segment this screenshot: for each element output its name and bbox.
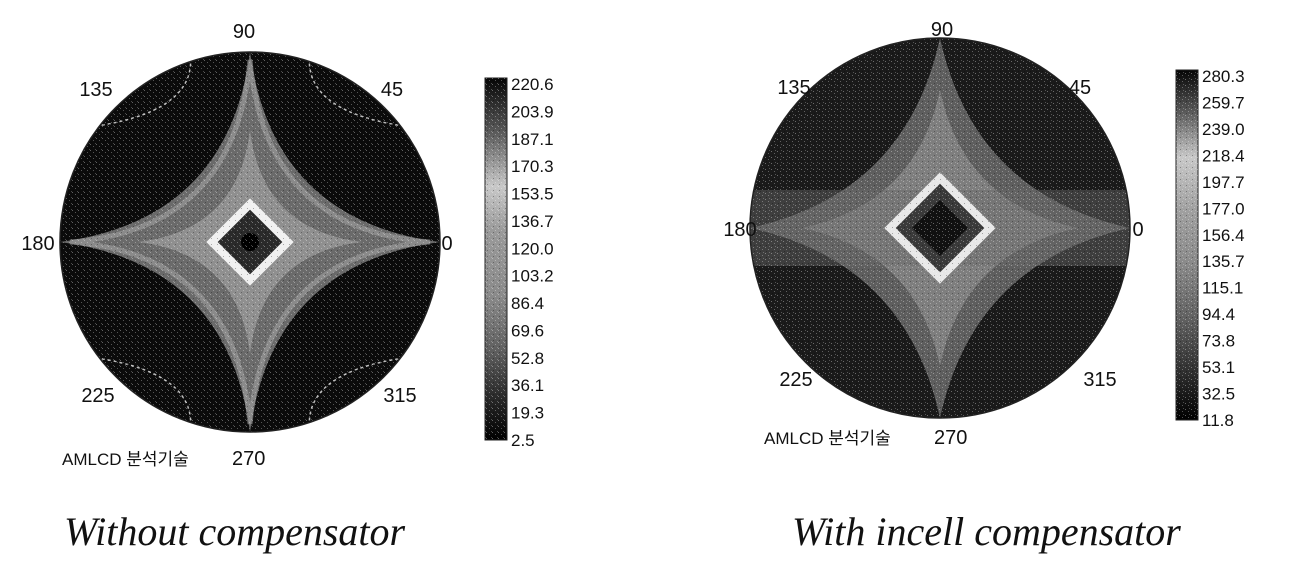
colorbar-tick-label: 36.1 — [511, 376, 544, 395]
polar-outline — [749, 37, 1131, 419]
colorbar-tick-label: 187.1 — [511, 130, 554, 149]
colorbar-ticks: 220.6 203.9 187.1 170.3 153.5 136.7 120.0 103.2… — [511, 75, 554, 450]
colorbar-tick-label: 203.9 — [511, 102, 554, 121]
angle-label-45: 45 — [1069, 77, 1091, 99]
colorbar-tick-label: 32.5 — [1202, 385, 1235, 404]
angle-label-135: 135 — [79, 79, 112, 101]
colorbar-tick-label: 177.0 — [1202, 199, 1245, 218]
panel-caption: Without compensator — [64, 509, 406, 554]
colorbar-tick-label: 120.0 — [511, 239, 554, 258]
polar-outline — [59, 51, 441, 433]
angle-label-0: 0 — [1132, 219, 1143, 241]
angle-label-180: 180 — [21, 233, 54, 255]
angle-label-225: 225 — [779, 369, 812, 391]
angle-label-180: 180 — [723, 219, 756, 241]
colorbar-tick-label: 170.3 — [511, 157, 554, 176]
colorbar-tick-label: 153.5 — [511, 185, 554, 204]
colorbar-tick-label: 115.1 — [1202, 279, 1243, 298]
colorbar-tick-label: 136.7 — [511, 212, 554, 231]
colorbar-tick-label: 52.8 — [511, 349, 544, 368]
colorbar-tick-label: 259.7 — [1202, 93, 1245, 112]
angle-label-270: 270 — [232, 448, 265, 470]
colorbar-tick-label: 86.4 — [511, 294, 544, 313]
angle-label-90: 90 — [931, 19, 953, 41]
angle-label-45: 45 — [381, 79, 403, 101]
colorbar-tick-label: 19.3 — [511, 404, 544, 423]
polar-disc — [60, 52, 440, 432]
colorbar-tick-label: 11.8 — [1202, 411, 1234, 430]
angle-label-315: 315 — [1083, 369, 1116, 391]
panel-caption: With incell compensator — [792, 509, 1181, 554]
colorbar-tick-label: 73.8 — [1202, 332, 1235, 351]
colorbar-ticks: 280.3 259.7 239.0 218.4 197.7 177.0 156.4 135.7… — [1202, 67, 1245, 430]
colorbar-tick-label: 218.4 — [1202, 146, 1245, 165]
colorbar-tick-label: 69.6 — [511, 321, 544, 340]
colorbar-tick-label: 2.5 — [511, 431, 535, 450]
annotation-text: AMLCD 분석기술 — [764, 429, 891, 448]
angle-label-0: 0 — [441, 233, 452, 255]
colorbar-tick-label: 156.4 — [1202, 226, 1245, 245]
polar-plot-svg: 90 45 0 315 AMLCD 분석기술 270 225 180 135 2… — [21, 21, 554, 470]
annotation-text: AMLCD 분석기술 — [62, 450, 189, 469]
colorbar: 220.6 203.9 187.1 170.3 153.5 136.7 120.0 103.2… — [484, 75, 554, 450]
colorbar-tick-label: 239.0 — [1202, 120, 1245, 139]
colorbar-tick-label: 94.4 — [1202, 305, 1235, 324]
colorbar-tick-label: 135.7 — [1202, 252, 1245, 271]
colorbar-tick-label: 53.1 — [1202, 358, 1235, 377]
angle-label-315: 315 — [383, 385, 416, 407]
colorbar: 280.3 259.7 239.0 218.4 197.7 177.0 156.4 135.7… — [1175, 67, 1245, 430]
polar-plot-svg: 90 45 0 315 AMLCD 분석기술 270 225 180 135 2… — [723, 19, 1245, 449]
polar-disc — [750, 38, 1130, 418]
angle-label-225: 225 — [81, 385, 114, 407]
colorbar-tick-label: 197.7 — [1202, 173, 1245, 192]
angle-label-135: 135 — [777, 77, 810, 99]
colorbar-tick-label: 220.6 — [511, 75, 554, 94]
angle-label-90: 90 — [233, 21, 255, 43]
polar-plot-without-compensator: 90 45 0 315 AMLCD 분석기술 270 225 180 135 2… — [0, 0, 644, 562]
colorbar-tick-label: 103.2 — [511, 267, 554, 286]
polar-plot-with-incell-compensator: 90 45 0 315 AMLCD 분석기술 270 225 180 135 2… — [644, 0, 1288, 562]
colorbar-tick-label: 280.3 — [1202, 67, 1245, 86]
angle-label-270: 270 — [934, 427, 967, 449]
